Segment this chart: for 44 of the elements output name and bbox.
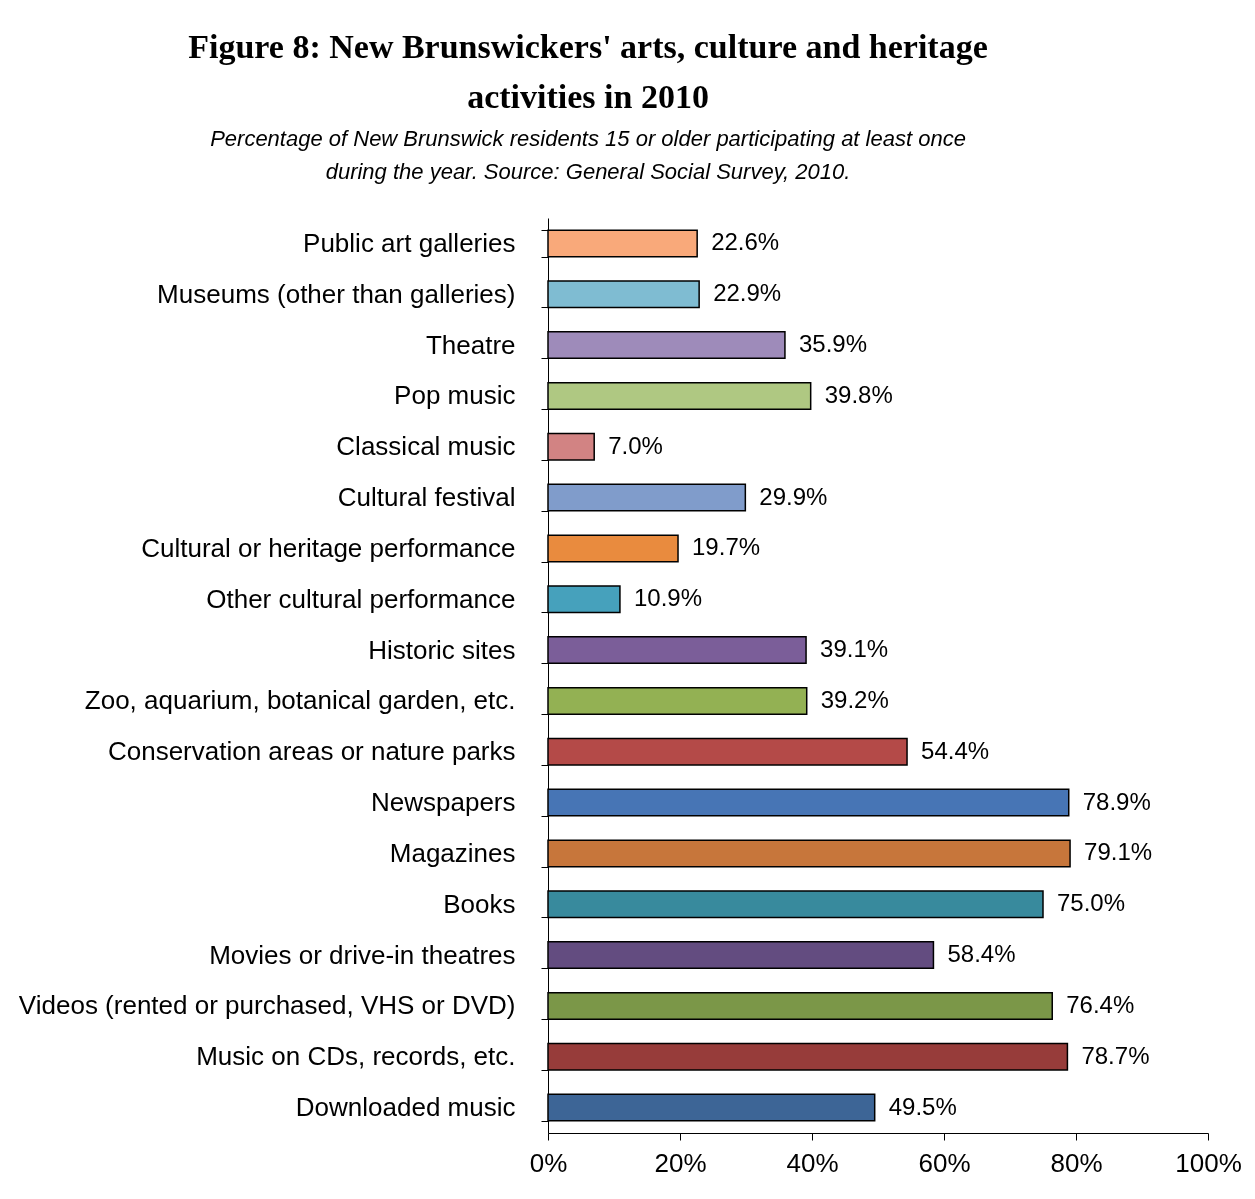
data-label: 39.1%	[820, 635, 889, 663]
x-tick-label: 20%	[654, 1147, 707, 1178]
x-tick-label: 60%	[918, 1147, 971, 1178]
data-label: 7.0%	[608, 431, 663, 459]
y-tick-label: Cultural festival	[337, 482, 516, 513]
chart-title: Figure 8: New Brunswickers' arts, culture and heritage activities in 2010	[188, 28, 988, 115]
data-label: 54.4%	[921, 736, 990, 764]
y-tick-label: Theatre	[425, 329, 516, 360]
data-label: 58.4%	[947, 940, 1016, 968]
y-tick-label: Magazines	[389, 837, 516, 868]
data-label: 22.9%	[713, 279, 782, 307]
y-tick-label: Public art galleries	[303, 227, 516, 258]
y-tick-label: Videos (rented or purchased, VHS or DVD)	[18, 990, 516, 1021]
data-label: 79.1%	[1084, 838, 1153, 866]
x-tick-label: 100%	[1175, 1147, 1242, 1178]
y-tick-label: Cultural or heritage performance	[141, 532, 516, 563]
chart-subtitle: Percentage of New Brunswick residents 15 or older participating at least once during the year. Source: General Social Survey, 2010.	[210, 126, 966, 184]
y-tick-label: Other cultural performance	[206, 583, 516, 614]
x-tick-label: 0%	[529, 1147, 568, 1178]
y-tick-label: Pop music	[394, 380, 516, 411]
data-label: 35.9%	[798, 330, 867, 358]
y-tick-label: Historic sites	[368, 634, 516, 665]
data-label: 22.6%	[711, 228, 780, 256]
data-label: 49.5%	[888, 1092, 957, 1120]
y-tick-label: Conservation areas or nature parks	[107, 736, 516, 767]
data-label: 29.9%	[759, 482, 828, 510]
y-tick-label: Classical music	[336, 431, 516, 462]
y-tick-label: Movies or drive-in theatres	[209, 939, 516, 970]
x-tick-label: 80%	[1050, 1147, 1103, 1178]
y-tick-label: Newspapers	[370, 787, 516, 818]
data-label: 76.4%	[1066, 990, 1135, 1018]
data-label: 39.8%	[824, 380, 893, 408]
data-label: 10.9%	[633, 584, 702, 612]
y-tick-label: Music on CDs, records, etc.	[196, 1041, 516, 1072]
data-label: 78.9%	[1082, 787, 1151, 815]
data-label: 19.7%	[692, 533, 761, 561]
y-tick-label: Downloaded music	[295, 1092, 516, 1123]
y-tick-label: Museums (other than galleries)	[157, 278, 516, 309]
data-label: 78.7%	[1081, 1041, 1150, 1069]
data-label: 75.0%	[1057, 889, 1126, 917]
x-tick-label: 40%	[786, 1147, 839, 1178]
y-tick-label: Books	[443, 888, 516, 919]
y-tick-label: Zoo, aquarium, botanical garden, etc.	[84, 685, 516, 716]
data-label: 39.2%	[820, 685, 889, 713]
